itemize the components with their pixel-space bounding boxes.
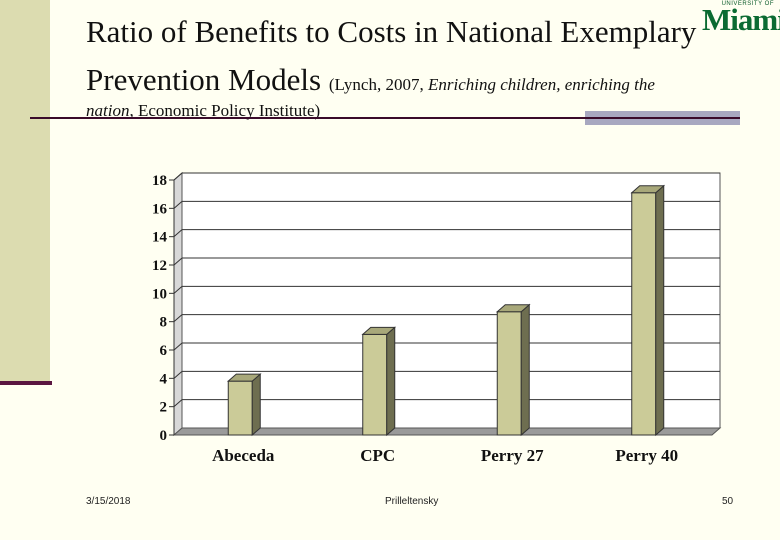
bar-front <box>496 311 522 436</box>
slide-title-line2: Prevention Models <box>86 62 322 97</box>
citation-book-title-start: Enriching children, enriching the <box>427 75 655 94</box>
y-tick-label: 12 <box>152 258 167 274</box>
bar-side <box>386 326 396 437</box>
chart-floor <box>172 427 722 436</box>
gridline-side <box>173 229 183 238</box>
x-category-label: CPC <box>360 446 395 465</box>
citation-prefix: (Lynch, 2007, <box>328 75 428 94</box>
bar-front <box>227 380 253 436</box>
y-tick-label: 4 <box>160 371 168 387</box>
y-tick-label: 14 <box>152 230 168 246</box>
citation-continued: nation, Economic Policy Institute) <box>86 101 320 121</box>
gridline-side <box>173 399 183 408</box>
university-logo: Miami UNIVERSITY OF <box>700 0 780 38</box>
slide-title-line2-row: Prevention Models (Lynch, 2007, Enrichin… <box>86 62 655 98</box>
gridline-side <box>173 342 183 351</box>
bar-side <box>655 184 665 437</box>
sidebar-accent-line <box>0 381 52 385</box>
y-tick-label: 16 <box>152 201 168 217</box>
bar-top <box>630 185 666 194</box>
x-category-label: Abeceda <box>212 446 275 465</box>
gridline-side <box>173 314 183 323</box>
y-tick-label: 0 <box>160 428 168 444</box>
logo-caption: UNIVERSITY OF <box>721 1 774 7</box>
footer-date: 3/15/2018 <box>86 496 131 507</box>
y-tick-label: 8 <box>160 315 168 331</box>
gridline-side <box>173 285 183 294</box>
footer-page-number: 50 <box>722 496 734 507</box>
bar-side <box>520 303 530 437</box>
title-rule <box>30 117 740 119</box>
bar-top <box>495 304 531 313</box>
bar-front <box>631 192 657 436</box>
y-tick-label: 18 <box>152 173 167 189</box>
footer-author: Prilleltensky <box>385 496 439 507</box>
gridline-side <box>173 200 183 209</box>
bar-top <box>226 373 262 382</box>
chart-side-wall <box>173 171 183 437</box>
citation-suffix: , Economic Policy Institute) <box>129 101 321 120</box>
bar-front <box>362 333 388 436</box>
slide-title-line1: Ratio of Benefits to Costs in National E… <box>86 14 697 49</box>
bar-side <box>251 373 261 437</box>
gridline-side <box>173 370 183 379</box>
citation-book-title-end: nation <box>86 101 130 120</box>
gridline-side <box>173 257 183 266</box>
logo-wordmark: Miami <box>702 2 780 37</box>
y-tick-label: 10 <box>152 286 167 302</box>
bar-top <box>361 326 397 335</box>
y-tick-label: 6 <box>160 343 168 359</box>
gridline-side <box>173 172 183 181</box>
y-tick-label: 2 <box>160 400 168 416</box>
x-category-label: Perry 27 <box>481 446 544 465</box>
sidebar-decoration <box>0 0 50 383</box>
x-category-label: Perry 40 <box>615 446 678 465</box>
